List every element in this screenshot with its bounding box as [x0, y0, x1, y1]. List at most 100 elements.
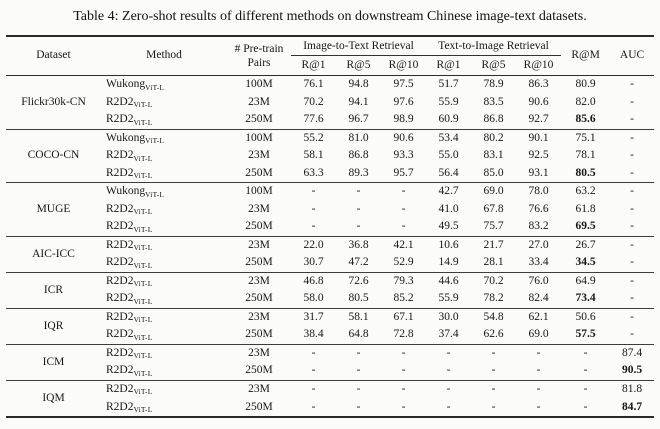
table-row: MUGE WukongViT-L 100M - - -42.7 69.0 78.0 63.2-	[6, 182, 655, 237]
rm-cell: -	[583, 364, 588, 377]
i2t-r1-cell: 70.2	[303, 95, 324, 108]
t2i-r5-cell: 69.0	[471, 182, 517, 201]
pairs-cell: 250M	[245, 328, 273, 341]
rm-cell: 50.6	[561, 307, 611, 327]
auc-cell: -	[610, 182, 655, 201]
t2i-r1-cell: 44.6	[426, 271, 472, 291]
i2t-r10-cell: -	[401, 400, 406, 413]
t2i-r1-cell: 49.5	[438, 220, 459, 233]
method-name: Wukong	[106, 78, 146, 91]
t2i-r1-cell: 37.4	[438, 328, 459, 341]
t2i-r10-cell: 33.4	[528, 256, 549, 269]
table-caption: Table 4: Zero-shot results of different …	[73, 9, 587, 24]
results-tbody: Flickr30k-CN WukongViT-L 100M 76.1 94.8 97.5 5…	[6, 75, 655, 418]
method-name: R2D2	[106, 238, 134, 251]
method-cell: R2D2ViT-L	[101, 147, 227, 165]
t2i-r5-cell: 78.2	[483, 292, 504, 305]
table-row: R2D2ViT-L 250M 58.0 80.5 85.2 55.9 78.2 82.4 73.…	[6, 290, 654, 308]
method-name: R2D2	[106, 328, 134, 341]
header-method: Method	[146, 49, 182, 62]
i2t-r1-cell: -	[311, 364, 316, 377]
i2t-r5-cell: -	[356, 364, 361, 377]
method-subscript: ViT-L	[133, 260, 153, 270]
method-subscript: ViT-L	[133, 332, 153, 342]
i2t-r5-cell: 86.8	[348, 149, 369, 162]
t2i-r10-cell: 86.3	[516, 75, 562, 94]
auc-cell: -	[630, 202, 634, 215]
i2t-r5-cell: -	[356, 400, 361, 413]
method-cell: R2D2ViT-L	[101, 326, 227, 344]
i2t-r10-cell: 85.2	[393, 292, 414, 305]
method-subscript: ViT-L	[133, 117, 153, 127]
dataset-cell: ICR	[6, 271, 101, 309]
pairs-cell: 100M	[227, 128, 291, 148]
t2i-r1-cell: 55.0	[438, 149, 459, 162]
pairs-cell: 250M	[245, 292, 273, 305]
i2t-r1-cell: 77.6	[303, 113, 324, 126]
table-row: R2D2ViT-L 250M 38.4 64.8 72.8 37.4 62.6 69.0 57.…	[6, 326, 654, 344]
i2t-r5-cell: -	[336, 343, 381, 363]
pairs-cell: 250M	[245, 166, 273, 179]
table-row: R2D2ViT-L 250M 77.6 96.7 98.9 60.9 86.8 92.7 85.…	[6, 111, 654, 129]
header-dataset: Dataset	[36, 49, 71, 62]
dataset-cell: Flickr30k-CN	[6, 75, 101, 130]
auc-cell: -	[610, 271, 655, 291]
t2i-r5-cell: 78.9	[471, 75, 517, 94]
method-subscript: ViT-L	[133, 279, 153, 289]
auc-cell: -	[630, 328, 634, 341]
i2t-r5-cell: 94.1	[348, 95, 369, 108]
pairs-cell: 100M	[227, 75, 291, 94]
t2i-r10-cell: 90.6	[528, 95, 549, 108]
t2i-r5-cell: 54.8	[471, 307, 517, 327]
t2i-r5-cell: -	[471, 379, 517, 399]
pairs-cell: 250M	[245, 113, 273, 126]
table-row: ICM R2D2ViT-L 23M - - - - - - -87.4	[6, 343, 655, 381]
i2t-r10-cell: -	[401, 364, 406, 377]
rm-cell: 73.4	[575, 292, 596, 305]
t2i-r1-cell: 53.4	[426, 128, 472, 148]
results-table: Dataset Method # Pre-train Pairs Image-t…	[6, 35, 655, 419]
t2i-r10-cell: -	[536, 364, 541, 377]
method-name: R2D2	[106, 95, 134, 108]
table-row: R2D2ViT-L 250M - - - 49.5 75.7 83.2 69.5 -	[6, 218, 654, 236]
i2t-r5-cell: 47.2	[348, 256, 369, 269]
t2i-r5-cell: 62.6	[483, 328, 504, 341]
header-i2t-r5: R@5	[346, 58, 371, 71]
i2t-r1-cell: -	[291, 182, 336, 201]
method-cell: WukongViT-L	[101, 182, 227, 201]
method-name: R2D2	[106, 292, 134, 305]
auc-cell: 87.4	[610, 343, 655, 363]
i2t-r10-cell: 72.8	[393, 328, 414, 341]
t2i-r10-cell: 76.0	[516, 271, 562, 291]
method-name: R2D2	[106, 364, 134, 377]
t2i-r10-cell: 62.1	[516, 307, 562, 327]
method-subscript: ViT-L	[133, 351, 153, 361]
t2i-r10-cell: 27.0	[516, 235, 562, 255]
method-subscript: ViT-L	[133, 207, 153, 217]
t2i-r1-cell: -	[446, 400, 451, 413]
method-name: R2D2	[106, 310, 134, 323]
auc-cell: -	[630, 256, 634, 269]
rm-cell: 63.2	[561, 182, 611, 201]
header-i2t-r10: R@10	[388, 58, 419, 71]
auc-cell: -	[630, 220, 634, 233]
method-cell: WukongViT-L	[101, 128, 227, 148]
i2t-r1-cell: 63.3	[303, 166, 324, 179]
i2t-r5-cell: 80.5	[348, 292, 369, 305]
t2i-r1-cell: 60.9	[438, 113, 459, 126]
method-name: R2D2	[106, 202, 134, 215]
t2i-r5-cell: 83.1	[483, 149, 504, 162]
t2i-r5-cell: 67.8	[483, 202, 504, 215]
auc-cell: -	[610, 307, 655, 327]
method-name: Wukong	[106, 131, 146, 144]
method-subscript: ViT-L	[145, 136, 165, 146]
t2i-r5-cell: 85.0	[483, 166, 504, 179]
i2t-r10-cell: 97.5	[381, 75, 427, 94]
pairs-cell: 23M	[227, 271, 291, 291]
method-cell: R2D2ViT-L	[101, 343, 227, 363]
i2t-r10-cell: -	[381, 182, 427, 201]
i2t-r1-cell: 22.0	[291, 235, 336, 255]
header-t2i-r10: R@10	[523, 58, 554, 71]
rm-cell: 61.8	[575, 202, 596, 215]
i2t-r10-cell: 52.9	[393, 256, 414, 269]
